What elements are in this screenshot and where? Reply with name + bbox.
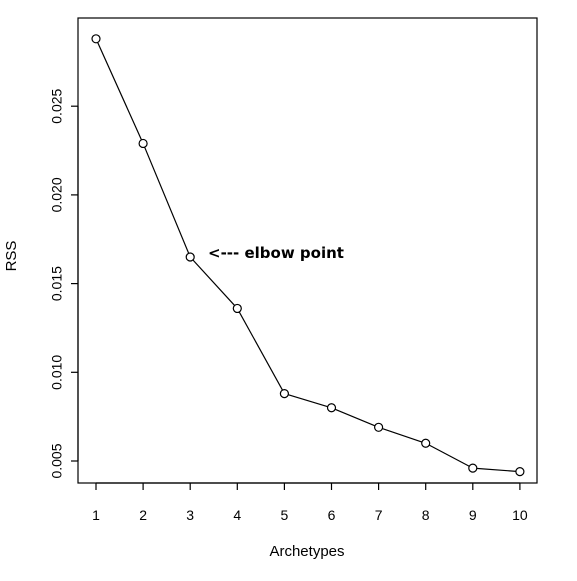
x-tick-label: 4 bbox=[233, 507, 241, 523]
series-line-segment bbox=[236, 308, 285, 394]
data-point-2 bbox=[138, 138, 148, 149]
x-tick-label: 10 bbox=[512, 507, 528, 523]
x-axis-title: Archetypes bbox=[269, 543, 344, 560]
y-tick-label: 0.005 bbox=[49, 443, 65, 478]
elbow-point-annotation: <--- elbow point bbox=[208, 244, 344, 262]
y-tick-label: 0.025 bbox=[49, 88, 65, 123]
x-tick-label: 8 bbox=[422, 507, 430, 523]
series-line-segment bbox=[425, 442, 474, 469]
data-point-6 bbox=[326, 403, 337, 413]
y-tick-label: 0.015 bbox=[49, 266, 65, 301]
rss-series bbox=[91, 34, 525, 477]
series-line-segment bbox=[331, 407, 379, 428]
x-tick-label: 2 bbox=[139, 507, 147, 523]
data-point-1 bbox=[91, 34, 101, 44]
data-point-8 bbox=[421, 438, 431, 448]
data-point-10 bbox=[515, 467, 525, 477]
data-point-9 bbox=[468, 463, 478, 473]
series-line-segment bbox=[189, 256, 238, 309]
x-tick-label: 9 bbox=[469, 507, 477, 523]
x-tick-label: 6 bbox=[328, 507, 336, 523]
y-axis-title: RSS bbox=[3, 241, 20, 272]
series-line-segment bbox=[284, 393, 332, 409]
data-point-3 bbox=[185, 252, 195, 262]
chart-axes: 1 2 3 4 5 6 7 8 9 10 0.005 0.010 0.015 0.020 0.025 bbox=[49, 17, 538, 523]
data-point-4 bbox=[232, 303, 242, 314]
x-tick-label: 5 bbox=[281, 507, 289, 523]
series-line-segment bbox=[378, 426, 426, 444]
x-tick-label: 7 bbox=[375, 507, 383, 523]
series-line-segment bbox=[142, 143, 191, 258]
series-line-segment bbox=[472, 467, 520, 473]
data-point-5 bbox=[279, 388, 289, 399]
y-tick-label: 0.020 bbox=[49, 177, 65, 212]
chart-labels: Archetypes RSS <--- elbow point bbox=[3, 241, 345, 560]
y-tick-label: 0.010 bbox=[49, 355, 65, 390]
series-line-segment bbox=[95, 38, 144, 144]
x-tick-label: 1 bbox=[92, 507, 100, 523]
x-tick-label: 3 bbox=[186, 507, 194, 523]
data-point-7 bbox=[374, 422, 384, 432]
